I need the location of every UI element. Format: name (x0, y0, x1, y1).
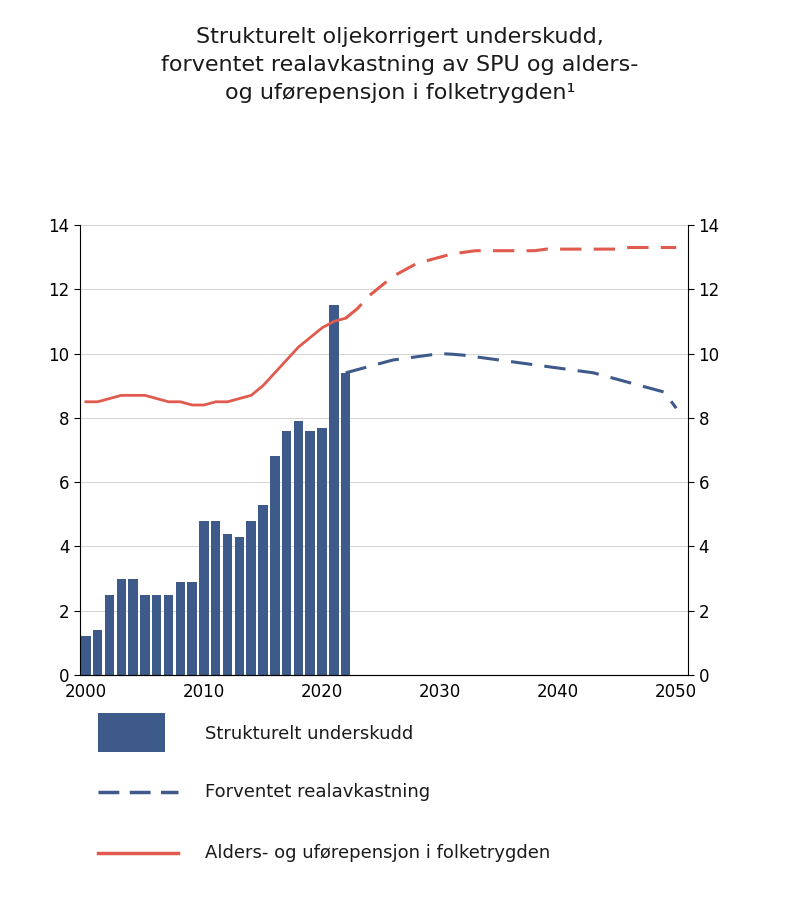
Bar (81, 636, 90, 675)
Bar (164, 595, 174, 675)
Bar (199, 521, 209, 675)
Bar (211, 521, 221, 675)
Bar (306, 431, 315, 675)
Bar (282, 431, 291, 675)
Text: Strukturelt underskudd: Strukturelt underskudd (205, 725, 414, 743)
Text: Alders- og uførepensjon i folketrygden: Alders- og uførepensjon i folketrygden (205, 844, 550, 862)
Bar (258, 505, 268, 675)
Bar (329, 305, 338, 675)
Bar (117, 579, 126, 675)
Bar (176, 581, 185, 675)
Bar (93, 630, 102, 675)
Bar (140, 595, 150, 675)
Bar (234, 536, 244, 675)
Bar (270, 456, 279, 675)
Bar (294, 421, 303, 675)
Text: Forventet realavkastning: Forventet realavkastning (205, 783, 430, 801)
Bar (341, 373, 350, 675)
Text: Strukturelt oljekorrigert underskudd,
forventet realavkastning av SPU og alders-: Strukturelt oljekorrigert underskudd, fo… (162, 27, 638, 103)
Bar (318, 428, 326, 675)
FancyBboxPatch shape (98, 713, 165, 752)
Bar (187, 581, 197, 675)
Bar (152, 595, 162, 675)
Bar (129, 579, 138, 675)
Bar (105, 595, 114, 675)
Bar (246, 521, 256, 675)
Bar (223, 534, 232, 675)
